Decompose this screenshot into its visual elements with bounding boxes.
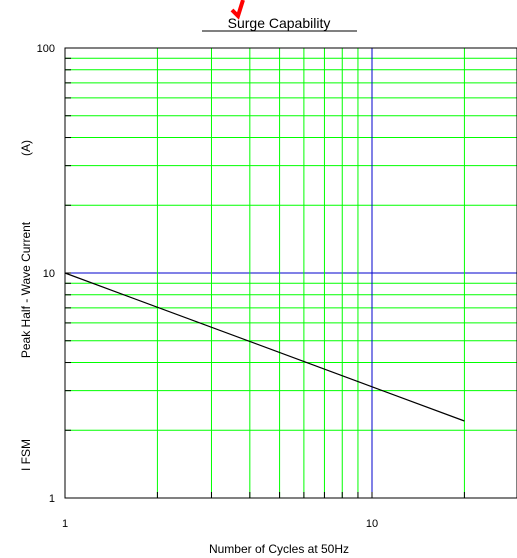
y-tick-label: 1 <box>49 493 55 505</box>
y-axis-label-ifsm: I FSM <box>19 439 33 471</box>
x-tick-label: 1 <box>62 518 68 530</box>
grid <box>65 48 517 498</box>
y-axis-label-unit: (A) <box>19 140 33 156</box>
chart-title: Surge Capability <box>228 15 331 31</box>
y-axis-label-main: Peak Half - Wave Current <box>19 221 33 358</box>
red-check-mark <box>230 0 245 20</box>
series-line <box>64 272 465 422</box>
y-axis-label-group: I FSM Peak Half - Wave Current (A) <box>19 140 33 471</box>
y-tick-label: 100 <box>37 43 55 55</box>
ticks: 1 10 100 1 10 <box>37 43 465 530</box>
x-tick-label: 10 <box>366 518 378 530</box>
x-axis-label: Number of Cycles at 50Hz <box>209 542 349 556</box>
series-layer <box>64 272 465 422</box>
y-tick-label: 10 <box>43 268 55 280</box>
